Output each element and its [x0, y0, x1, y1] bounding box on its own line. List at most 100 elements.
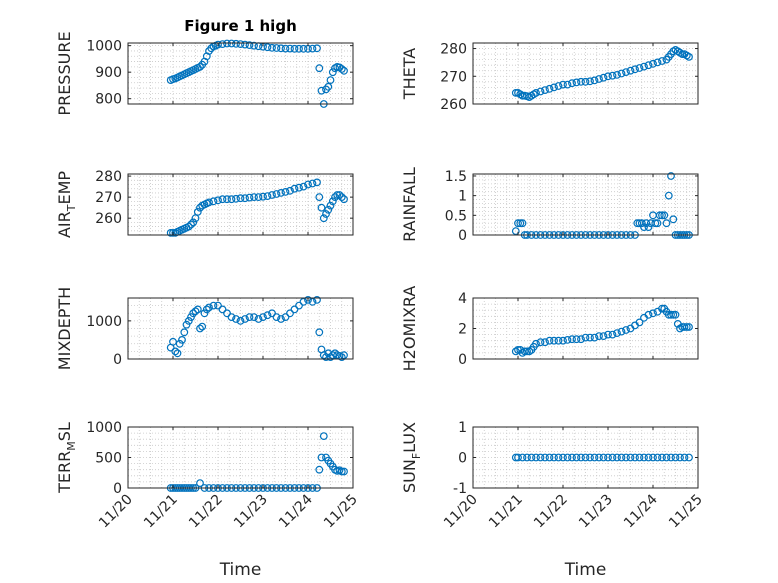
- data-point: [595, 75, 603, 83]
- data-point: [599, 332, 608, 341]
- data-point: [189, 218, 198, 227]
- data-point: [200, 309, 209, 318]
- data-point: [171, 347, 180, 356]
- data-point: [604, 453, 612, 462]
- data-point: [236, 194, 245, 203]
- y-tick-label: 500: [95, 451, 122, 467]
- data-point: [669, 215, 678, 224]
- y-axis-label: SUNFLUX: [400, 422, 423, 493]
- data-point: [554, 453, 563, 462]
- data-point: [617, 453, 626, 462]
- data-point: [315, 328, 324, 337]
- data-point: [218, 195, 227, 204]
- data-point: [586, 77, 594, 86]
- data-point: [644, 453, 653, 462]
- y-tick-label: 1000: [86, 420, 122, 436]
- data-point: [532, 453, 540, 462]
- data-point: [568, 453, 576, 462]
- data-point: [180, 328, 189, 337]
- data-point: [272, 44, 281, 52]
- data-point: [633, 219, 642, 228]
- data-point: [532, 88, 540, 97]
- data-point: [333, 191, 342, 199]
- data-point: [637, 219, 646, 228]
- data-point: [313, 44, 321, 53]
- data-point: [313, 178, 321, 187]
- y-tick-label: 800: [95, 92, 122, 108]
- data-point: [268, 309, 276, 318]
- data-point: [169, 337, 177, 346]
- data-point: [581, 333, 590, 342]
- data-point: [326, 76, 335, 84]
- data-point: [324, 205, 333, 214]
- data-point: [259, 192, 267, 201]
- data-point: [568, 335, 576, 344]
- data-point: [658, 57, 666, 65]
- data-point: [281, 313, 290, 322]
- data-point: [514, 219, 522, 228]
- data-point: [608, 330, 617, 339]
- data-point: [277, 315, 285, 323]
- data-point: [572, 335, 581, 344]
- data-point: [281, 187, 290, 196]
- y-tick-label: 0.5: [445, 208, 467, 224]
- data-point: [250, 193, 258, 202]
- data-point: [259, 313, 267, 322]
- data-point: [527, 453, 536, 462]
- data-point: [640, 62, 648, 71]
- data-point: [511, 88, 520, 97]
- data-point: [340, 66, 348, 75]
- data-point: [250, 313, 258, 322]
- data-point: [581, 77, 590, 86]
- data-point: [536, 453, 545, 462]
- data-point: [676, 453, 684, 462]
- data-point: [550, 453, 558, 462]
- data-point: [214, 196, 222, 205]
- data-point: [662, 219, 671, 228]
- data-point: [214, 301, 222, 310]
- data-point: [209, 197, 218, 206]
- data-point: [514, 453, 522, 462]
- data-point: [340, 467, 348, 476]
- data-point: [232, 194, 240, 203]
- data-point: [277, 188, 285, 197]
- data-point: [640, 453, 648, 462]
- y-tick-label: 1: [458, 420, 467, 436]
- data-point: [299, 182, 308, 191]
- data-point: [599, 453, 608, 462]
- data-point: [337, 353, 346, 362]
- data-point: [685, 453, 693, 462]
- data-point: [680, 323, 689, 331]
- data-point: [563, 453, 572, 462]
- data-point: [536, 338, 545, 347]
- y-tick-label: 270: [440, 69, 467, 85]
- data-point: [577, 453, 585, 462]
- data-point: [308, 179, 317, 188]
- data-point: [268, 43, 276, 52]
- data-point: [617, 327, 626, 336]
- data-point: [245, 41, 254, 49]
- data-point: [545, 453, 554, 462]
- y-tick-label: 0: [458, 352, 467, 368]
- data-point: [631, 65, 639, 74]
- data-point: [554, 336, 563, 345]
- data-point: [254, 193, 263, 202]
- data-point: [178, 336, 186, 344]
- data-point: [613, 453, 621, 462]
- axes-frame: [472, 173, 699, 236]
- data-point: [678, 50, 687, 58]
- data-point: [516, 219, 525, 228]
- data-point: [322, 210, 330, 218]
- data-point: [328, 197, 337, 206]
- y-axis-label: MIXDEPTH: [55, 287, 74, 370]
- data-point: [667, 310, 675, 319]
- x-axis-label: Time: [564, 560, 607, 580]
- data-point: [644, 223, 653, 232]
- data-point: [328, 68, 337, 77]
- data-point: [319, 432, 328, 441]
- data-point: [263, 311, 272, 320]
- data-point: [193, 207, 202, 216]
- data-point: [272, 313, 281, 322]
- data-point: [324, 82, 333, 91]
- data-point: [263, 192, 272, 201]
